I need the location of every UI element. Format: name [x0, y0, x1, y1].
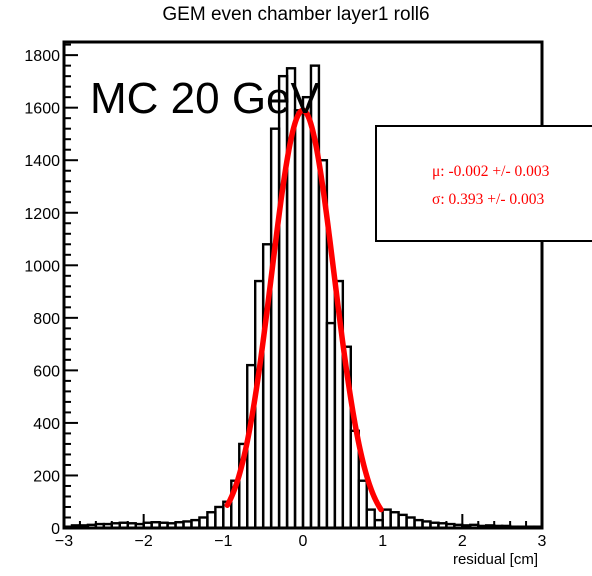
x-tick-label: 1 [378, 533, 387, 550]
fit-curve [224, 107, 384, 513]
y-tick-label: 1600 [24, 101, 60, 118]
y-tick-label: 0 [51, 521, 60, 538]
x-tick-label: −2 [135, 533, 153, 550]
chart-title: GEM even chamber layer1 roll6 [162, 4, 430, 25]
x-tick-label: −3 [55, 533, 73, 550]
y-tick-label: 1200 [24, 206, 60, 223]
fit-sigma-label: σ: 0.393 +/- 0.003 [432, 191, 545, 208]
x-tick-label: 3 [538, 533, 547, 550]
x-tick-label: 2 [458, 533, 467, 550]
y-tick-label: 1800 [24, 48, 60, 65]
y-tick-label: 1000 [24, 258, 60, 275]
x-tick-label: 0 [299, 533, 308, 550]
y-tick-label: 1400 [24, 153, 60, 170]
gaussian-fit [224, 107, 384, 513]
x-tick-label: −1 [214, 533, 232, 550]
y-tick-label: 200 [33, 468, 60, 485]
x-axis-label: residual [cm] [452, 551, 538, 568]
y-tick-label: 800 [33, 311, 60, 328]
axes: 0 200 400 600 800 1000 1200 1400 1600 1800 −3 −2 −1 0… [24, 40, 547, 550]
fit-stats-box: μ: -0.002 +/- 0.003 σ: 0.393 +/- 0.003 [375, 125, 592, 242]
fit-mu-label: μ: -0.002 +/- 0.003 [432, 163, 550, 180]
y-tick-label: 400 [33, 416, 60, 433]
annotation-label: MC 20 GeV [90, 74, 320, 123]
y-tick-label: 600 [33, 363, 60, 380]
